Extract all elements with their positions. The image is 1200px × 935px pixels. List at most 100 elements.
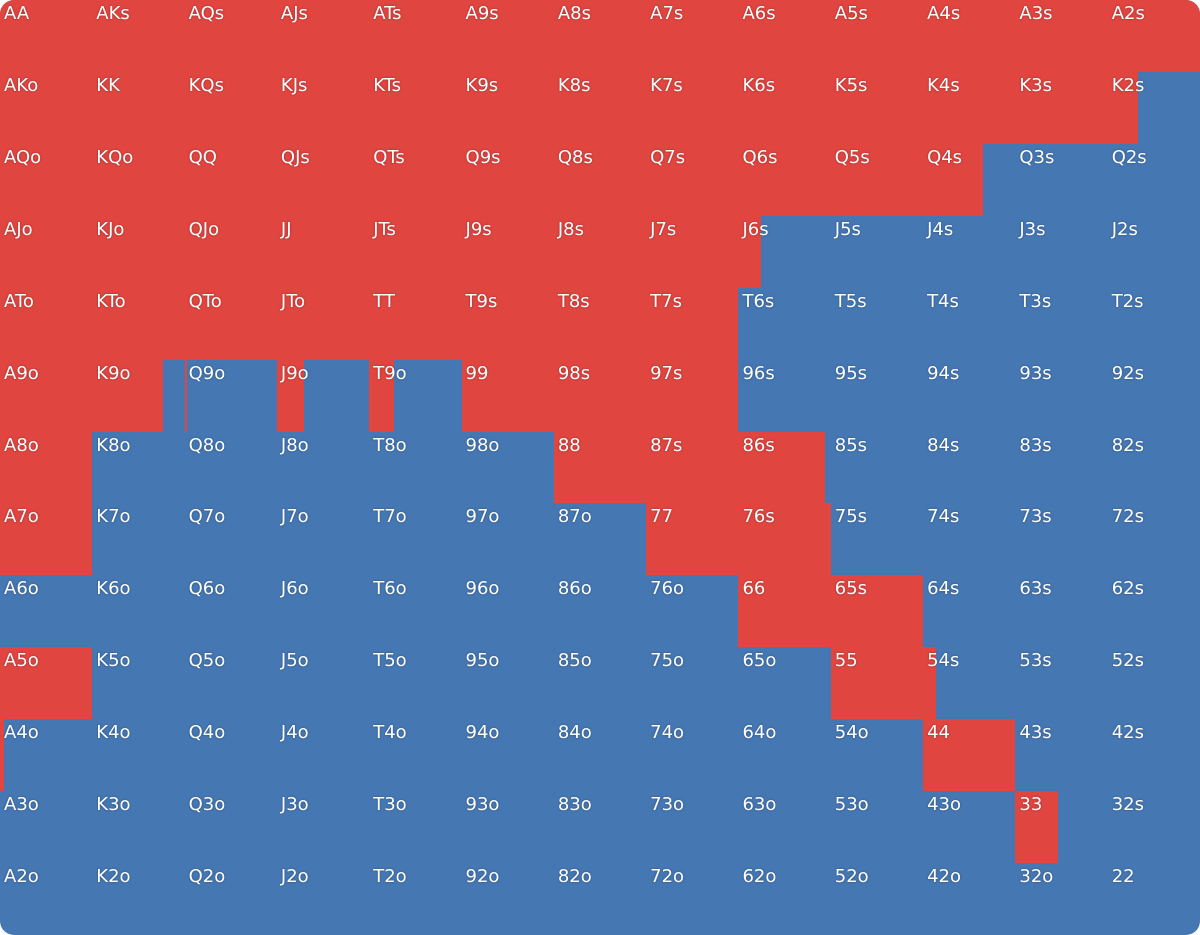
hand-cell[interactable]: 92o [461,863,555,935]
hand-cell[interactable]: AJo [0,215,94,289]
hand-cell[interactable]: 99 [461,359,555,433]
hand-cell[interactable]: J3s [1015,215,1109,289]
hand-cell[interactable]: J9s [461,215,555,289]
hand-cell[interactable]: AJs [276,0,371,73]
hand-cell[interactable]: J9o [276,359,371,433]
hand-cell[interactable]: K9o [92,359,186,433]
hand-cell[interactable]: K9s [461,71,555,145]
hand-cell[interactable]: Q8s [553,143,648,217]
hand-cell[interactable]: 74o [646,719,740,793]
hand-cell[interactable]: K8o [92,431,186,505]
hand-cell[interactable]: 62o [738,863,832,935]
hand-cell[interactable]: AQs [184,0,278,73]
hand-cell[interactable]: AKo [0,71,94,145]
hand-cell[interactable]: K2o [92,863,186,935]
hand-cell[interactable]: K6o [92,575,186,649]
hand-cell[interactable]: T7s [646,287,740,361]
hand-cell[interactable]: 22 [1107,863,1200,935]
hand-cell[interactable]: QJs [276,143,371,217]
hand-cell[interactable]: T4o [369,719,463,793]
hand-cell[interactable]: T3s [1015,287,1109,361]
hand-cell[interactable]: 86o [553,575,648,649]
hand-cell[interactable]: AKs [92,0,186,73]
hand-cell[interactable]: 88 [553,431,648,505]
hand-cell[interactable]: T7o [369,503,463,577]
hand-cell[interactable]: A5o [0,647,94,721]
hand-cell[interactable]: A8s [553,0,648,73]
hand-cell[interactable]: K3o [92,791,186,865]
hand-cell[interactable]: T2s [1107,287,1200,361]
hand-cell[interactable]: A3o [0,791,94,865]
hand-cell[interactable]: T3o [369,791,463,865]
hand-cell[interactable]: JTs [369,215,463,289]
hand-cell[interactable]: J6s [738,215,832,289]
hand-cell[interactable]: 85s [830,431,925,505]
hand-cell[interactable]: Q2o [184,863,278,935]
hand-cell[interactable]: A5s [830,0,925,73]
hand-cell[interactable]: QTs [369,143,463,217]
hand-cell[interactable]: Q9s [461,143,555,217]
hand-cell[interactable]: K2s [1107,71,1200,145]
hand-cell[interactable]: 97s [646,359,740,433]
hand-cell[interactable]: 87o [553,503,648,577]
hand-cell[interactable]: T9o [369,359,463,433]
hand-cell[interactable]: 44 [923,719,1017,793]
hand-cell[interactable]: 43o [923,791,1017,865]
hand-cell[interactable]: J5s [830,215,925,289]
hand-cell[interactable]: A3s [1015,0,1109,73]
hand-cell[interactable]: A8o [0,431,94,505]
hand-cell[interactable]: Q7s [646,143,740,217]
hand-cell[interactable]: T5o [369,647,463,721]
hand-cell[interactable]: T6o [369,575,463,649]
hand-cell[interactable]: J3o [276,791,371,865]
hand-cell[interactable]: A2o [0,863,94,935]
hand-cell[interactable]: J5o [276,647,371,721]
hand-cell[interactable]: 53o [830,791,925,865]
hand-cell[interactable]: J7s [646,215,740,289]
hand-cell[interactable]: Q5s [830,143,925,217]
hand-cell[interactable]: KJs [276,71,371,145]
hand-cell[interactable]: Q3o [184,791,278,865]
hand-cell[interactable]: 65o [738,647,832,721]
hand-cell[interactable]: KK [92,71,186,145]
hand-cell[interactable]: 63o [738,791,832,865]
hand-cell[interactable]: 54s [923,647,1017,721]
hand-cell[interactable]: 74s [923,503,1017,577]
hand-cell[interactable]: 33 [1015,791,1109,865]
hand-cell[interactable]: J4o [276,719,371,793]
hand-cell[interactable]: K4o [92,719,186,793]
hand-cell[interactable]: 98s [553,359,648,433]
hand-cell[interactable]: 77 [646,503,740,577]
hand-cell[interactable]: 64s [923,575,1017,649]
hand-cell[interactable]: J2o [276,863,371,935]
hand-cell[interactable]: 52o [830,863,925,935]
hand-cell[interactable]: A9o [0,359,94,433]
hand-cell[interactable]: Q2s [1107,143,1200,217]
hand-cell[interactable]: J8s [553,215,648,289]
hand-cell[interactable]: ATs [369,0,463,73]
hand-cell[interactable]: J2s [1107,215,1200,289]
hand-cell[interactable]: 73s [1015,503,1109,577]
hand-cell[interactable]: J4s [923,215,1017,289]
hand-cell[interactable]: QJo [184,215,278,289]
hand-cell[interactable]: 53s [1015,647,1109,721]
hand-cell[interactable]: KJo [92,215,186,289]
hand-cell[interactable]: A6o [0,575,94,649]
hand-cell[interactable]: Q3s [1015,143,1109,217]
hand-cell[interactable]: 42o [923,863,1017,935]
hand-cell[interactable]: K3s [1015,71,1109,145]
hand-cell[interactable]: 76s [738,503,832,577]
hand-cell[interactable]: JTo [276,287,371,361]
hand-cell[interactable]: 32s [1107,791,1200,865]
hand-cell[interactable]: K7o [92,503,186,577]
hand-cell[interactable]: 83s [1015,431,1109,505]
hand-cell[interactable]: JJ [276,215,371,289]
hand-cell[interactable]: T6s [738,287,832,361]
hand-cell[interactable]: AQo [0,143,94,217]
hand-cell[interactable]: KQs [184,71,278,145]
hand-cell[interactable]: Q4o [184,719,278,793]
hand-cell[interactable]: 73o [646,791,740,865]
hand-cell[interactable]: 95o [461,647,555,721]
hand-cell[interactable]: K5s [830,71,925,145]
hand-cell[interactable]: Q5o [184,647,278,721]
